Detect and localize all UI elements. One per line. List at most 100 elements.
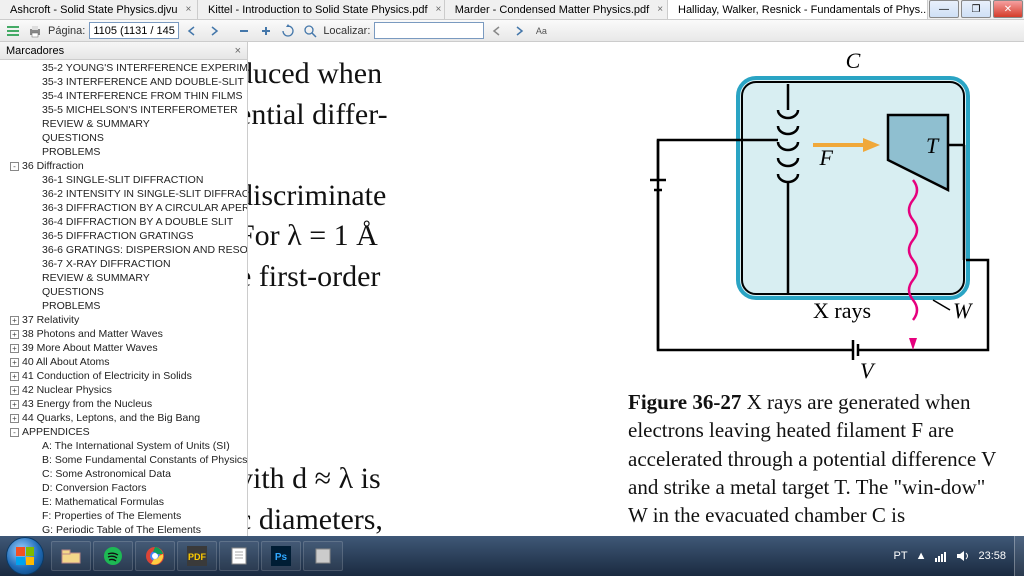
bookmark-label: 36-4 DIFFRACTION BY A DOUBLE SLIT (42, 216, 233, 228)
tray-flag-icon[interactable]: ▲ (916, 550, 927, 562)
prev-page-button[interactable] (183, 22, 201, 40)
expand-toggle-icon[interactable]: + (10, 372, 19, 381)
page-text-left: duced whenential differ- discriminateFor… (248, 54, 388, 536)
bookmark-item[interactable]: G: Periodic Table of The Elements (0, 523, 247, 536)
bookmark-item[interactable]: PROBLEMS (0, 299, 247, 313)
bookmark-tree[interactable]: 35-2 YOUNG'S INTERFERENCE EXPERIMENT35-3… (0, 60, 247, 536)
tray-volume-icon[interactable] (956, 549, 970, 563)
bookmark-item[interactable]: +42 Nuclear Physics (0, 383, 247, 397)
bookmark-item[interactable]: B: Some Fundamental Constants of Physics (0, 453, 247, 467)
expand-toggle-icon[interactable]: + (10, 344, 19, 353)
taskbar-app-explorer[interactable] (51, 541, 91, 571)
minimize-button[interactable]: — (929, 0, 959, 18)
bookmark-item[interactable]: 36-2 INTENSITY IN SINGLE-SLIT DIFFRACTIO… (0, 187, 247, 201)
page-text-line: c diameters, (248, 500, 388, 537)
tray-lang[interactable]: PT (894, 550, 908, 562)
find-input[interactable] (374, 22, 484, 39)
page-text-line: For λ = 1 Å (248, 216, 388, 257)
bookmark-item[interactable]: 35-2 YOUNG'S INTERFERENCE EXPERIMENT (0, 61, 247, 75)
taskbar-app-photoshop[interactable]: Ps (261, 541, 301, 571)
bookmark-label: 35-2 YOUNG'S INTERFERENCE EXPERIMENT (42, 62, 247, 74)
bookmark-item[interactable]: A: The International System of Units (SI… (0, 439, 247, 453)
bookmark-item[interactable]: +40 All About Atoms (0, 355, 247, 369)
bookmark-label: APPENDICES (22, 426, 90, 438)
bookmark-item[interactable]: D: Conversion Factors (0, 481, 247, 495)
tray-time: 23:58 (978, 550, 1006, 562)
expand-toggle-icon[interactable]: - (10, 428, 19, 437)
bookmark-item[interactable]: 36-1 SINGLE-SLIT DIFFRACTION (0, 173, 247, 187)
main-area: Marcadores × 35-2 YOUNG'S INTERFERENCE E… (0, 42, 1024, 536)
close-icon[interactable]: × (235, 45, 241, 57)
close-window-button[interactable]: ✕ (993, 0, 1023, 18)
bookmark-item[interactable]: 36-5 DIFFRACTION GRATINGS (0, 229, 247, 243)
bookmark-item[interactable]: +39 More About Matter Waves (0, 341, 247, 355)
close-icon[interactable]: × (186, 4, 192, 15)
svg-text:Ps: Ps (275, 552, 288, 563)
bookmark-label: 41 Conduction of Electricity in Solids (22, 370, 192, 382)
match-case-button[interactable]: Aa (532, 22, 550, 40)
expand-toggle-icon[interactable]: + (10, 400, 19, 409)
close-icon[interactable]: × (436, 4, 442, 15)
page-number-input[interactable] (89, 22, 179, 39)
bookmark-item[interactable]: QUESTIONS (0, 285, 247, 299)
bookmark-label: 36-5 DIFFRACTION GRATINGS (42, 230, 194, 242)
taskbar-app-sumatra[interactable]: PDF (177, 541, 217, 571)
bookmark-item[interactable]: REVIEW & SUMMARY (0, 117, 247, 131)
bookmark-label: REVIEW & SUMMARY (42, 118, 150, 130)
taskbar-app-chrome[interactable] (135, 541, 175, 571)
find-prev-button[interactable] (488, 22, 506, 40)
bookmark-item[interactable]: 36-6 GRATINGS: DISPERSION AND RESOLVING … (0, 243, 247, 257)
bookmark-item[interactable]: -APPENDICES (0, 425, 247, 439)
taskbar-app-notes[interactable] (219, 541, 259, 571)
bookmark-item[interactable]: 36-3 DIFFRACTION BY A CIRCULAR APERTURE (0, 201, 247, 215)
tab-kittel[interactable]: P Kittel - Introduction to Solid State P… (198, 0, 445, 19)
bookmark-item[interactable]: F: Properties of The Elements (0, 509, 247, 523)
bookmark-item[interactable]: 35-3 INTERFERENCE AND DOUBLE-SLIT INTENS… (0, 75, 247, 89)
bookmark-item[interactable]: 36-4 DIFFRACTION BY A DOUBLE SLIT (0, 215, 247, 229)
bookmark-item[interactable]: E: Mathematical Formulas (0, 495, 247, 509)
tab-ashcroft[interactable]: Ashcroft - Solid State Physics.djvu × (0, 0, 198, 19)
find-next-button[interactable] (510, 22, 528, 40)
bookmark-item[interactable]: +37 Relativity (0, 313, 247, 327)
tab-marder[interactable]: P Marder - Condensed Matter Physics.pdf … (445, 0, 668, 19)
tab-halliday[interactable]: P Halliday, Walker, Resnick - Fundamenta… (668, 0, 928, 19)
bookmark-item[interactable]: +43 Energy from the Nucleus (0, 397, 247, 411)
expand-toggle-icon[interactable]: - (10, 162, 19, 171)
bookmark-label: QUESTIONS (42, 132, 104, 144)
bookmark-item[interactable]: C: Some Astronomical Data (0, 467, 247, 481)
expand-toggle-icon[interactable]: + (10, 386, 19, 395)
show-desktop-button[interactable] (1014, 536, 1024, 576)
page-text-line (248, 338, 388, 379)
bookmark-item[interactable]: 36-7 X-RAY DIFFRACTION (0, 257, 247, 271)
taskbar-app-spotify[interactable] (93, 541, 133, 571)
bookmark-item[interactable]: 35-5 MICHELSON'S INTERFEROMETER (0, 103, 247, 117)
bookmark-item[interactable]: QUESTIONS (0, 131, 247, 145)
sidebar-toggle-button[interactable] (4, 22, 22, 40)
expand-toggle-icon[interactable]: + (10, 414, 19, 423)
bookmark-item[interactable]: PROBLEMS (0, 145, 247, 159)
close-icon[interactable]: × (657, 4, 663, 15)
expand-toggle-icon[interactable]: + (10, 330, 19, 339)
zoom-in-button[interactable] (257, 22, 275, 40)
bookmark-item[interactable]: 35-4 INTERFERENCE FROM THIN FILMS (0, 89, 247, 103)
bookmark-item[interactable]: +41 Conduction of Electricity in Solids (0, 369, 247, 383)
label-C: C (846, 50, 861, 73)
print-button[interactable] (26, 22, 44, 40)
find-button[interactable] (301, 22, 319, 40)
zoom-out-button[interactable] (235, 22, 253, 40)
rotate-button[interactable] (279, 22, 297, 40)
bookmark-label: QUESTIONS (42, 286, 104, 298)
bookmark-item[interactable]: +44 Quarks, Leptons, and the Big Bang (0, 411, 247, 425)
expand-toggle-icon[interactable]: + (10, 316, 19, 325)
tray-network-icon[interactable] (934, 549, 948, 563)
bookmark-item[interactable]: REVIEW & SUMMARY (0, 271, 247, 285)
bookmark-item[interactable]: -36 Diffraction (0, 159, 247, 173)
bookmark-item[interactable]: +38 Photons and Matter Waves (0, 327, 247, 341)
page-view[interactable]: duced whenential differ- discriminateFor… (248, 42, 1024, 536)
tray-clock[interactable]: 23:58 (978, 550, 1006, 562)
expand-toggle-icon[interactable]: + (10, 358, 19, 367)
maximize-button[interactable]: ❐ (961, 0, 991, 18)
start-button[interactable] (6, 537, 44, 575)
next-page-button[interactable] (205, 22, 223, 40)
taskbar-app-generic[interactable] (303, 541, 343, 571)
